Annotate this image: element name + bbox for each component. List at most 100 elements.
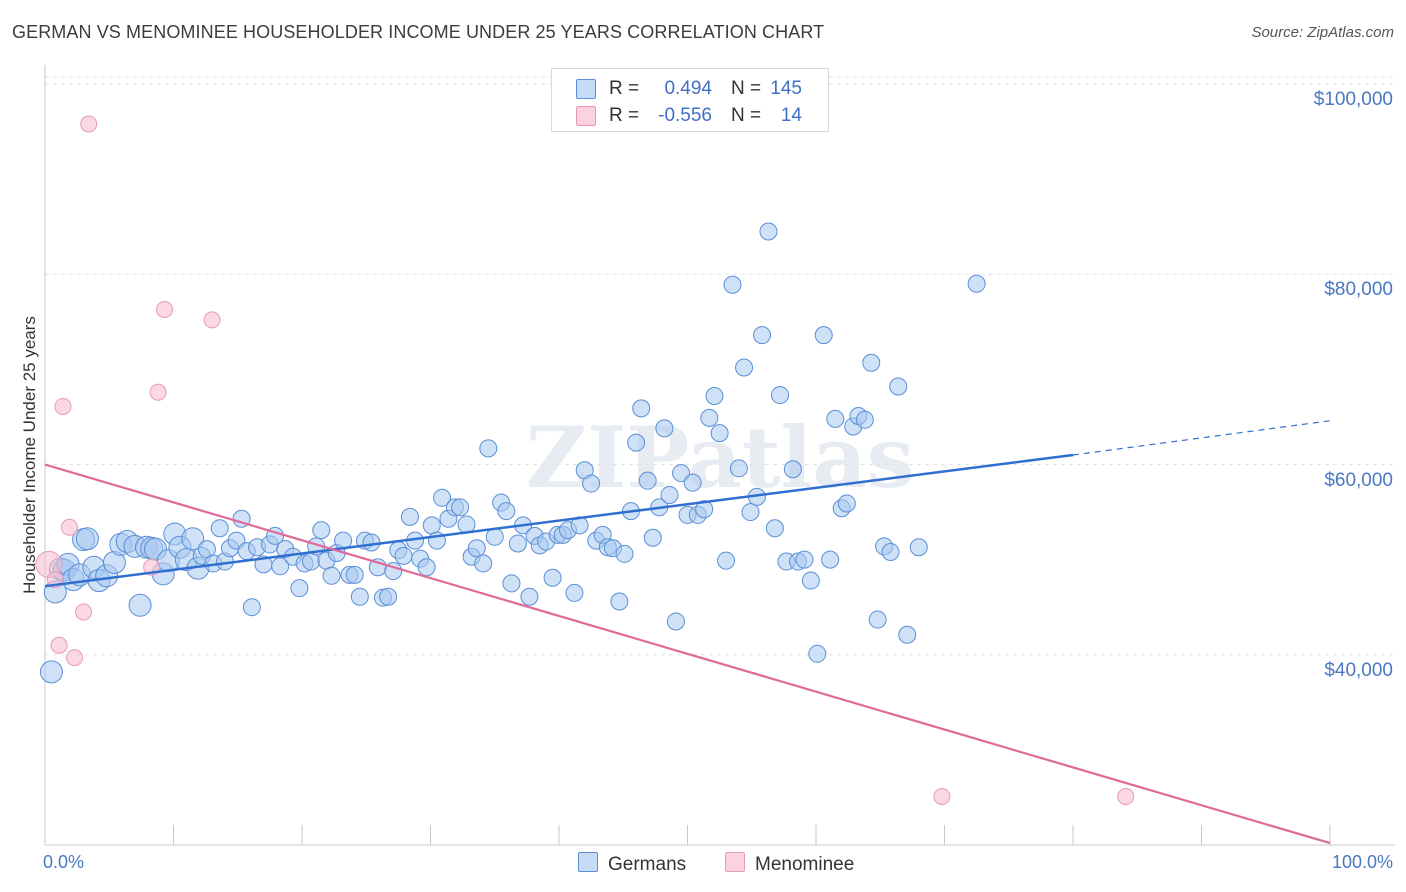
bottom-legend-label-germans: Germans — [608, 854, 687, 875]
point-germans — [520, 587, 539, 606]
legend-r-label: R = — [609, 105, 640, 126]
point-germans — [795, 550, 814, 569]
point-germans — [479, 439, 498, 458]
point-germans — [765, 519, 784, 538]
point-germans — [181, 527, 205, 551]
point-germans — [312, 521, 331, 540]
point-menominee — [60, 518, 78, 536]
point-germans — [660, 485, 679, 504]
legend-n-label: N = — [731, 78, 762, 99]
point-germans — [422, 516, 441, 535]
point-germans — [632, 399, 651, 418]
point-menominee — [50, 636, 68, 654]
point-germans — [759, 222, 778, 241]
point-germans — [271, 557, 290, 576]
point-germans — [290, 579, 309, 598]
point-germans — [826, 409, 845, 428]
point-germans — [643, 528, 662, 547]
legend-row-menominee: R = -0.556 N = 14 — [552, 102, 828, 130]
point-germans — [350, 587, 369, 606]
point-germans — [508, 534, 527, 553]
point-germans — [474, 554, 493, 573]
point-germans — [771, 386, 790, 405]
bottom-legend-germans: Germans — [578, 852, 686, 876]
chart-title: GERMAN VS MENOMINEE HOUSEHOLDER INCOME U… — [12, 22, 825, 42]
point-menominee — [149, 383, 167, 401]
point-germans — [783, 460, 802, 479]
point-germans — [808, 644, 827, 663]
chart-source: Source: ZipAtlas.com — [1251, 24, 1394, 41]
bottom-legend-menominee: Menominee — [725, 852, 854, 876]
bottom-legend-swatch-germans — [578, 852, 598, 872]
point-germans — [39, 660, 63, 684]
y-tick-label: $80,000 — [1324, 279, 1393, 301]
point-germans — [814, 326, 833, 345]
point-germans — [565, 583, 584, 602]
bottom-legend-swatch-menominee — [725, 852, 745, 872]
point-menominee — [66, 649, 84, 667]
point-germans — [543, 568, 562, 587]
legend-r-value: -0.556 — [658, 105, 712, 126]
point-germans — [400, 507, 419, 526]
point-menominee — [1117, 787, 1135, 805]
point-germans — [710, 424, 729, 443]
point-menominee — [54, 397, 72, 415]
point-germans — [735, 358, 754, 377]
point-germans — [700, 408, 719, 427]
legend-swatch-menominee — [576, 106, 596, 126]
point-germans — [301, 552, 320, 571]
point-germans — [909, 538, 928, 557]
legend-row-germans: R = 0.494 N = 145 — [552, 75, 828, 103]
point-germans — [881, 543, 900, 562]
point-menominee — [156, 300, 174, 318]
point-germans — [615, 544, 634, 563]
point-germans — [610, 592, 629, 611]
correlation-legend: R = 0.494 N = 145 R = -0.556 N = 14 — [551, 68, 829, 132]
point-germans — [322, 566, 341, 585]
point-germans — [433, 488, 452, 507]
point-germans — [868, 610, 887, 629]
point-germans — [497, 502, 516, 521]
y-tick-label: $60,000 — [1324, 469, 1393, 491]
point-germans — [729, 459, 748, 478]
point-germans — [889, 377, 908, 396]
point-germans — [502, 574, 521, 593]
point-germans — [75, 527, 99, 551]
point-menominee — [75, 603, 93, 621]
point-germans — [582, 474, 601, 493]
trendline-menominee — [44, 463, 1331, 845]
trendline-germans-extension — [1072, 420, 1331, 456]
legend-swatch-germans — [576, 79, 596, 99]
point-germans — [717, 551, 736, 570]
point-germans — [627, 433, 646, 452]
point-germans — [862, 353, 881, 372]
point-germans — [128, 593, 152, 617]
point-germans — [898, 625, 917, 644]
x-tick-label-min: 0.0% — [43, 852, 85, 872]
point-germans — [379, 587, 398, 606]
y-tick-label: $100,000 — [1313, 89, 1393, 111]
point-germans — [451, 498, 470, 517]
legend-n-label: N = — [731, 105, 762, 126]
point-germans — [394, 546, 413, 565]
legend-n-value: 145 — [770, 78, 802, 99]
point-germans — [801, 571, 820, 590]
legend-r-value: 0.494 — [664, 78, 712, 99]
point-germans — [467, 539, 486, 558]
trendline-germans — [44, 453, 1074, 588]
point-germans — [210, 519, 229, 538]
x-tick-label-max: 100.0% — [1331, 852, 1393, 872]
point-germans — [457, 515, 476, 534]
point-germans — [666, 612, 685, 631]
point-germans — [242, 598, 261, 617]
point-germans — [837, 494, 856, 513]
bottom-legend-label-menominee: Menominee — [755, 854, 855, 875]
legend-n-value: 14 — [780, 105, 802, 126]
point-germans — [705, 387, 724, 406]
y-tick-label: $40,000 — [1324, 659, 1393, 681]
point-germans — [417, 558, 436, 577]
legend-r-label: R = — [609, 78, 640, 99]
point-germans — [741, 503, 760, 522]
point-germans — [967, 274, 986, 293]
